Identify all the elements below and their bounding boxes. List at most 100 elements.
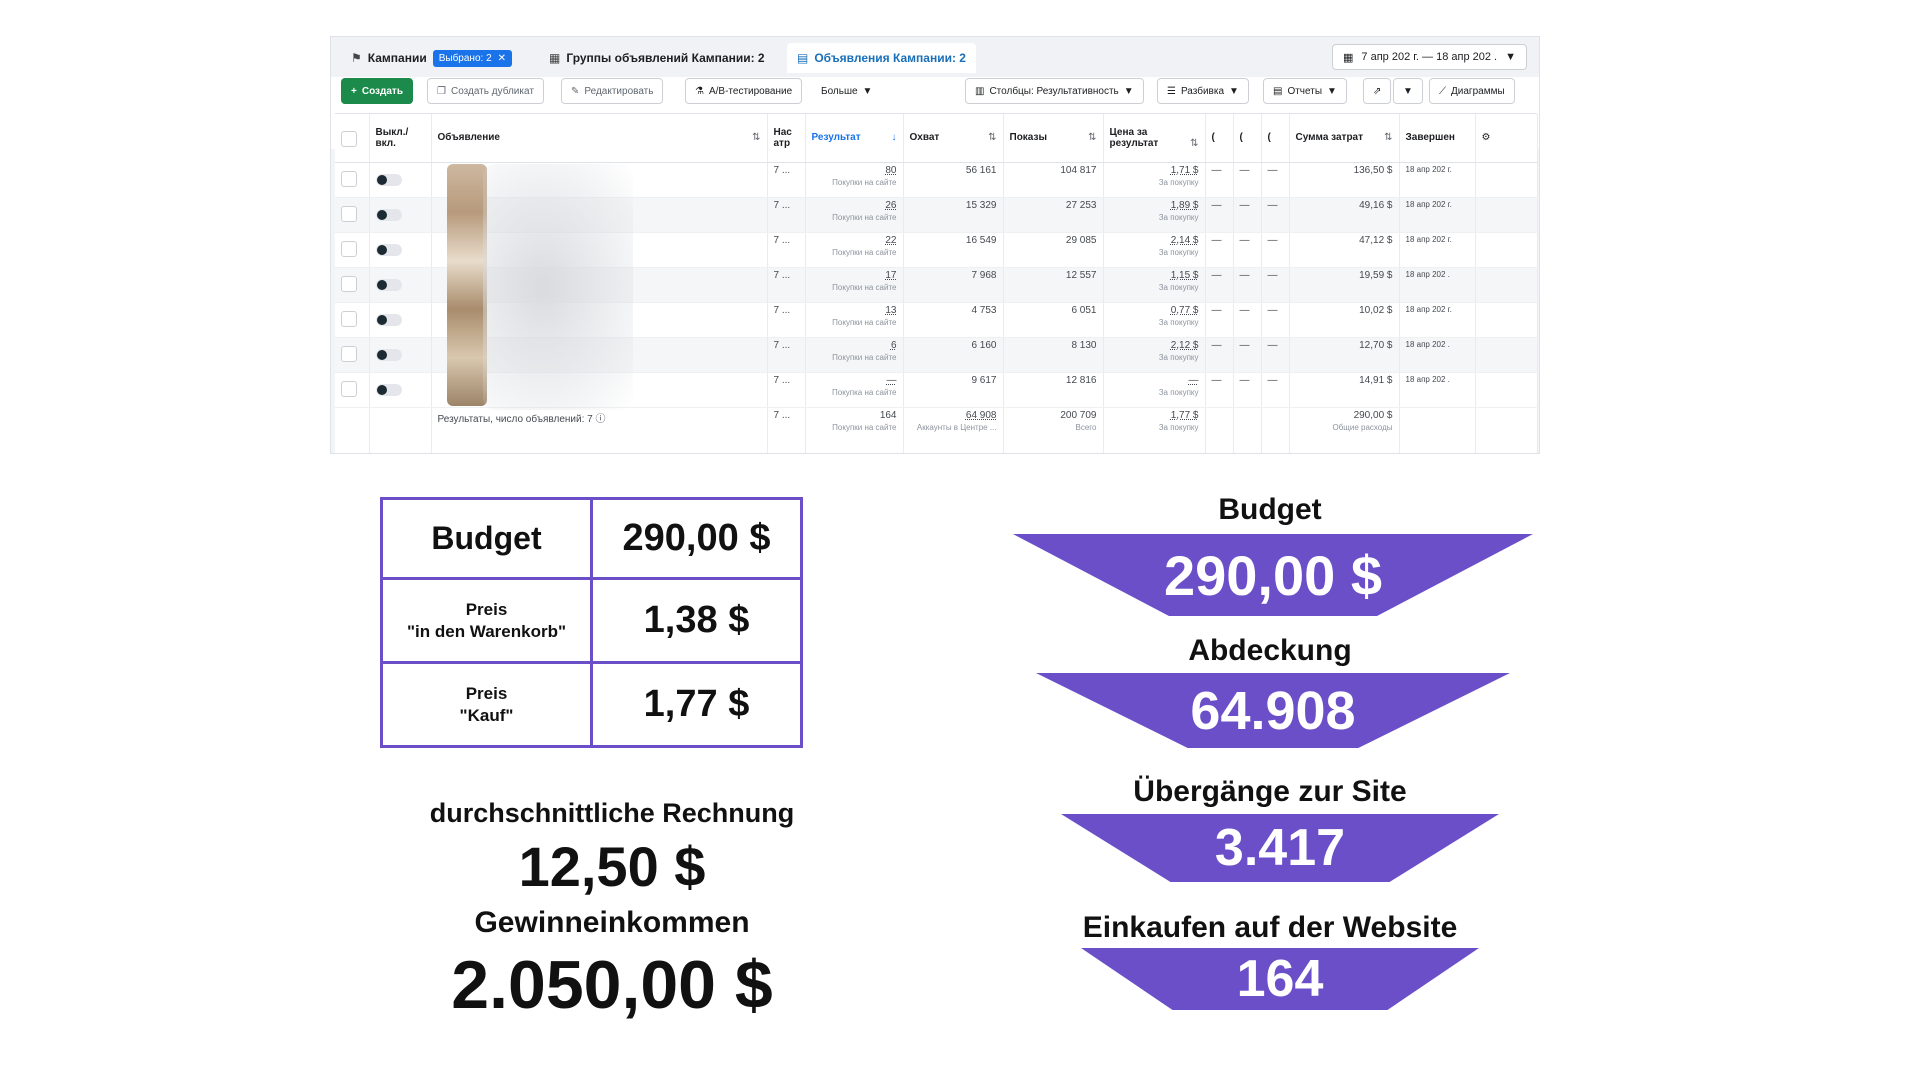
ab-test-button[interactable]: ⚗ A/B-тестирование <box>685 78 803 104</box>
row-extra-2: — <box>1233 162 1262 198</box>
col-reach[interactable]: Охват ⇅ <box>903 114 1004 163</box>
row-empty <box>1475 162 1538 198</box>
ads-manager-screenshot: ⚑ Кампании Выбрано: 2 ✕ ▦ Группы объявле… <box>330 36 1540 454</box>
ad-toggle[interactable] <box>375 383 402 396</box>
row-cpr-sub: За покупку <box>1158 247 1199 257</box>
row-spend: 19,59 $ <box>1289 267 1400 303</box>
avg-check-value: 12,50 $ <box>518 835 706 898</box>
ad-toggle[interactable] <box>375 278 402 291</box>
plus-icon: + <box>351 85 357 97</box>
cart-price-value: 1,38 $ <box>590 577 803 664</box>
row-checkbox[interactable] <box>341 380 357 397</box>
row-cpr-sub: За покупку <box>1158 177 1199 187</box>
charts-button[interactable]: ⟋ Диаграммы <box>1429 78 1515 104</box>
selected-chip-label: Выбрано: 2 <box>438 52 492 64</box>
total-reach: 64 908 <box>965 409 997 421</box>
close-icon[interactable]: ✕ <box>497 52 507 64</box>
ad-toggle[interactable] <box>375 243 402 256</box>
campaign-icon: ⚑ <box>351 51 362 65</box>
tab-adsets-label: Группы объявлений Кампании: 2 <box>566 51 765 65</box>
col-settings[interactable]: ⚙ <box>1475 114 1538 163</box>
row-cpr-sub: За покупку <box>1158 282 1199 292</box>
export-menu-button[interactable]: ▼ <box>1393 78 1423 104</box>
date-range-picker[interactable]: ▦ 7 апр 202 г. — 18 апр 202 . ▼ <box>1332 44 1527 70</box>
row-extra-1: — <box>1205 162 1234 198</box>
ad-toggle[interactable] <box>375 173 402 186</box>
row-result-cell: 26 Покупки на сайте <box>805 197 904 233</box>
row-spend: 49,16 $ <box>1289 197 1400 233</box>
selected-chip[interactable]: Выбрано: 2 ✕ <box>432 49 513 67</box>
sort-icon[interactable]: ⇅ <box>1088 132 1097 144</box>
sort-icon[interactable]: ⇅ <box>1384 132 1393 144</box>
row-extra-1: — <box>1205 302 1234 338</box>
row-result: 26 <box>885 199 897 211</box>
duplicate-button[interactable]: ❐ Создать дубликат <box>427 78 544 104</box>
row-checkbox[interactable] <box>341 345 357 362</box>
select-all-checkbox[interactable] <box>341 131 357 148</box>
row-checkbox[interactable] <box>341 205 357 222</box>
ad-toggle[interactable] <box>375 208 402 221</box>
row-result-cell: — Покупка на сайте <box>805 372 904 408</box>
row-toggle-cell <box>369 302 432 338</box>
funnel-band-reach: 64.908 <box>1036 673 1510 748</box>
row-result-cell: 13 Покупки на сайте <box>805 302 904 338</box>
columns-button[interactable]: ▥ Столбцы: Результативность ▼ <box>965 78 1144 104</box>
col-toggle[interactable]: Выкл./вкл. <box>369 114 432 163</box>
row-checkbox[interactable] <box>341 275 357 292</box>
tab-campaigns[interactable]: ⚑ Кампании Выбрано: 2 ✕ <box>341 43 523 73</box>
reports-button[interactable]: ▤ Отчеты ▼ <box>1263 78 1347 104</box>
row-spend: 47,12 $ <box>1289 232 1400 268</box>
total-cell <box>1261 407 1290 453</box>
more-label: Больше <box>821 85 858 97</box>
col-ends[interactable]: Завершен <box>1399 114 1476 163</box>
tab-ads[interactable]: ▤ Объявления Кампании: 2 <box>787 43 976 73</box>
chevron-down-icon: ▼ <box>1123 85 1134 97</box>
row-checkbox[interactable] <box>341 310 357 327</box>
ad-toggle[interactable] <box>375 348 402 361</box>
col-spend[interactable]: Сумма затрат ⇅ <box>1289 114 1400 163</box>
sort-icon[interactable]: ⇅ <box>1190 137 1199 149</box>
col-attribution[interactable]: Нас атр <box>767 114 806 163</box>
row-checkbox[interactable] <box>341 170 357 187</box>
col-extra-1[interactable]: ( <box>1205 114 1234 163</box>
sort-down-icon[interactable]: ↓ <box>891 132 897 144</box>
col-extra-2[interactable]: ( <box>1233 114 1262 163</box>
flask-icon: ⚗ <box>695 85 704 97</box>
total-row: Результаты, число объявлений: 7 ⓘ 7 ... … <box>335 407 1538 453</box>
export-button[interactable]: ⇗ <box>1363 78 1392 104</box>
ad-toggle[interactable] <box>375 313 402 326</box>
sort-icon[interactable]: ⇅ <box>752 132 761 144</box>
row-select-cell <box>335 302 370 338</box>
info-icon[interactable]: ⓘ <box>595 413 606 425</box>
more-button[interactable]: Больше ▼ <box>811 78 883 104</box>
col-impressions[interactable]: Показы ⇅ <box>1003 114 1104 163</box>
row-extra-2: — <box>1233 302 1262 338</box>
row-extra-1: — <box>1205 232 1234 268</box>
col-extra-3[interactable]: ( <box>1261 114 1290 163</box>
tab-adsets[interactable]: ▦ Группы объявлений Кампании: 2 <box>539 43 775 73</box>
row-extra-2: — <box>1233 372 1262 408</box>
sort-icon[interactable]: ⇅ <box>988 132 997 144</box>
row-reach: 6 160 <box>903 337 1004 373</box>
row-spend: 12,70 $ <box>1289 337 1400 373</box>
ab-test-label: A/B-тестирование <box>708 85 793 97</box>
row-checkbox[interactable] <box>341 240 357 257</box>
row-result-cell: 22 Покупки на сайте <box>805 232 904 268</box>
breakdown-button[interactable]: ☰ Разбивка ▼ <box>1157 78 1249 104</box>
gear-icon[interactable]: ⚙ <box>1481 132 1491 144</box>
col-ad[interactable]: Объявление ⇅ <box>431 114 768 163</box>
row-result: 13 <box>885 304 897 316</box>
row-reach: 9 617 <box>903 372 1004 408</box>
edit-button[interactable]: ✎ Редактировать <box>561 78 664 104</box>
create-button[interactable]: + Создать <box>341 78 413 104</box>
total-cell <box>1475 407 1538 453</box>
col-reach-label: Охват <box>909 132 940 144</box>
row-result-sub: Покупки на сайте <box>832 177 897 187</box>
row-cpr: 1,71 $ <box>1170 164 1199 176</box>
buy-price-label: Preis "Kauf" <box>380 661 593 748</box>
row-impressions: 8 130 <box>1003 337 1104 373</box>
col-cost-per-result[interactable]: Цена за результат ⇅ <box>1103 114 1206 163</box>
col-result[interactable]: Результат ↓ <box>805 114 904 163</box>
row-ends: 18 апр 202 г. <box>1399 232 1476 268</box>
col-spend-label: Сумма затрат <box>1295 132 1364 144</box>
